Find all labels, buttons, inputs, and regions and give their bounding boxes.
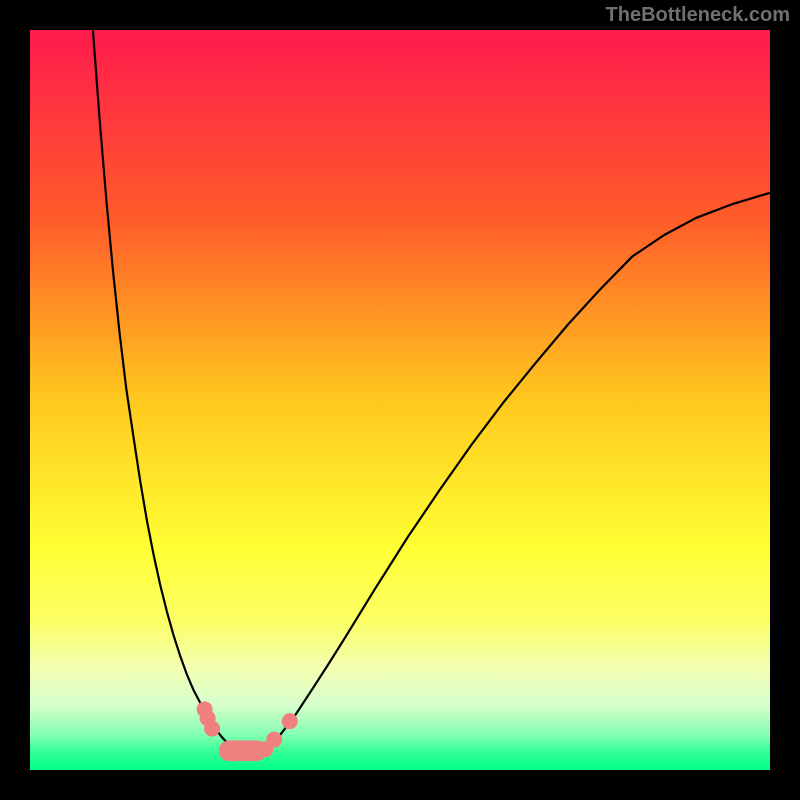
watermark-text: TheBottleneck.com [606, 4, 790, 27]
plot-svg [30, 30, 770, 770]
chart-container: TheBottleneck.com [0, 0, 800, 800]
gradient-background [30, 30, 770, 770]
plot-area [30, 30, 770, 770]
marker-dot [204, 721, 220, 737]
marker-dot [266, 732, 282, 748]
marker-dot [282, 713, 298, 729]
